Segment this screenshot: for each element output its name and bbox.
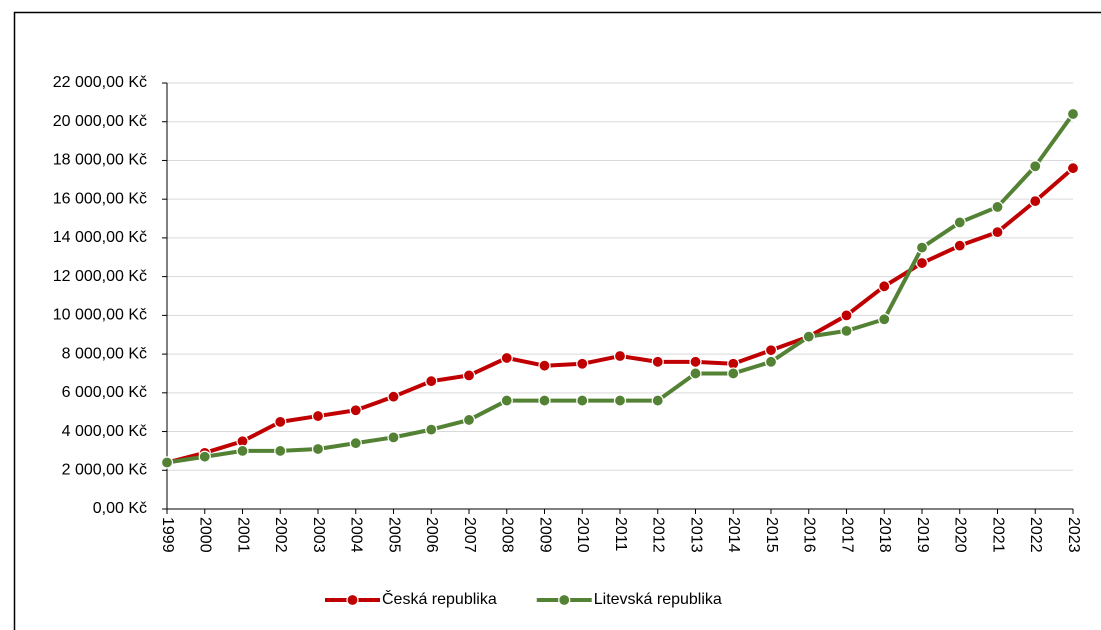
- marker: [953, 239, 966, 252]
- y-tick-label: 14 000,00 Kč: [53, 229, 147, 246]
- marker: [387, 431, 400, 444]
- marker: [198, 450, 211, 463]
- x-tick-label: 2015: [763, 517, 780, 553]
- marker: [274, 444, 287, 458]
- x-tick-label: 2009: [536, 517, 553, 553]
- marker: [1029, 160, 1042, 173]
- x-tick-label: 2008: [499, 517, 516, 553]
- marker: [311, 442, 325, 456]
- marker: [840, 309, 853, 322]
- x-tick-label: 2010: [574, 517, 591, 553]
- x-tick-label: 2000: [197, 517, 214, 553]
- marker: [727, 367, 740, 380]
- y-tick-label: 8 000,00 Kč: [62, 345, 147, 362]
- marker: [236, 444, 249, 458]
- marker: [878, 313, 891, 326]
- y-tick-label: 0,00 Kč: [93, 500, 147, 517]
- marker: [500, 394, 513, 407]
- legend-marker: [558, 593, 571, 607]
- x-tick-label: 2002: [272, 517, 289, 553]
- y-tick-label: 2 000,00 Kč: [62, 461, 147, 478]
- x-tick-label: 2012: [650, 517, 667, 553]
- y-tick-label: 18 000,00 Kč: [53, 152, 147, 169]
- y-tick-label: 20 000,00 Kč: [53, 113, 147, 130]
- marker: [651, 355, 664, 368]
- marker: [538, 394, 551, 407]
- marker: [500, 351, 513, 365]
- marker: [953, 216, 966, 229]
- x-tick-label: 2001: [234, 517, 251, 553]
- marker: [462, 413, 476, 427]
- x-tick-label: 2005: [385, 517, 402, 553]
- marker: [613, 394, 627, 407]
- marker: [349, 437, 362, 450]
- marker: [764, 344, 778, 357]
- marker: [462, 369, 476, 382]
- marker: [1066, 162, 1080, 175]
- marker: [311, 409, 325, 423]
- y-tick-label: 6 000,00 Kč: [62, 384, 147, 401]
- marker: [425, 375, 438, 388]
- marker: [840, 324, 853, 337]
- marker: [1029, 195, 1042, 208]
- y-tick-label: 4 000,00 Kč: [62, 423, 147, 440]
- marker: [349, 404, 362, 417]
- x-tick-label: 2020: [952, 517, 969, 553]
- marker: [576, 394, 589, 407]
- marker: [689, 367, 702, 380]
- legend-label: Česká republika: [382, 589, 497, 608]
- x-tick-label: 1999: [159, 517, 176, 553]
- x-tick-label: 2023: [1065, 517, 1082, 553]
- marker: [689, 355, 702, 368]
- marker: [613, 349, 627, 363]
- marker: [274, 415, 287, 428]
- x-tick-label: 2007: [461, 517, 478, 553]
- marker: [425, 423, 438, 436]
- y-tick-label: 16 000,00 Kč: [53, 190, 147, 207]
- x-tick-label: 2017: [838, 517, 855, 553]
- marker: [387, 390, 400, 403]
- marker: [764, 355, 778, 368]
- x-tick-label: 2003: [310, 517, 327, 553]
- y-tick-label: 12 000,00 Kč: [53, 268, 147, 285]
- marker: [651, 394, 664, 407]
- x-tick-label: 2006: [423, 517, 440, 553]
- marker: [915, 256, 929, 270]
- x-tick-label: 2013: [687, 517, 704, 553]
- marker: [1066, 107, 1080, 121]
- y-tick-label: 22 000,00 Kč: [53, 74, 147, 91]
- x-tick-label: 2021: [989, 517, 1006, 553]
- marker: [538, 359, 551, 372]
- y-tick-label: 10 000,00 Kč: [53, 307, 147, 324]
- marker: [576, 357, 589, 370]
- marker: [802, 330, 815, 343]
- marker: [878, 280, 891, 293]
- x-tick-label: 2022: [1027, 517, 1044, 553]
- x-tick-label: 2014: [725, 517, 742, 553]
- x-tick-label: 2019: [914, 517, 931, 553]
- legend-marker: [346, 593, 359, 607]
- marker: [991, 200, 1004, 214]
- x-tick-label: 2011: [612, 517, 629, 552]
- chart-frame: [13, 11, 1101, 630]
- marker: [991, 226, 1004, 239]
- marker: [915, 241, 929, 254]
- x-tick-label: 2018: [876, 517, 893, 553]
- marker: [160, 456, 174, 469]
- x-tick-label: 2016: [801, 517, 818, 553]
- legend-label: Litevská republika: [594, 591, 722, 608]
- x-tick-label: 2004: [348, 517, 365, 553]
